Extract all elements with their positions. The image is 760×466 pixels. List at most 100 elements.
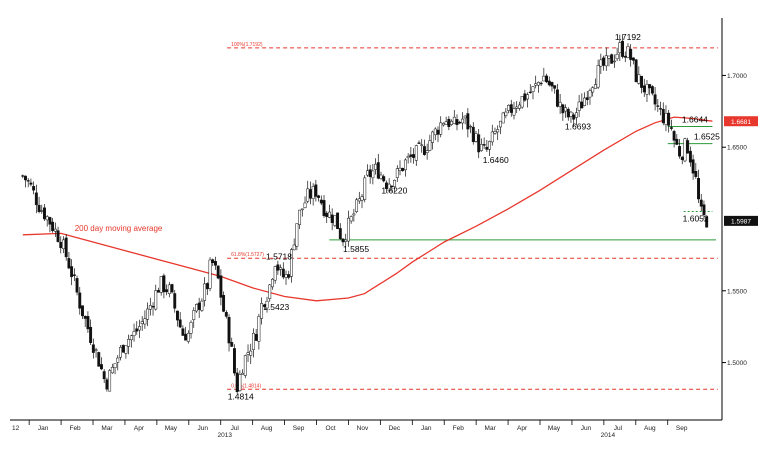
x-tick-label: Jan	[38, 425, 49, 432]
candle-body	[602, 57, 605, 66]
candle-body	[75, 278, 79, 293]
reference-line-label: 0.0%(1.4814)	[231, 383, 261, 389]
candle-body	[621, 40, 624, 57]
candle-body	[520, 96, 524, 108]
candle-body	[29, 182, 33, 185]
candle-body	[536, 81, 540, 86]
candle-body	[645, 83, 649, 95]
x-tick-label: Jun	[581, 425, 592, 432]
candle-body	[252, 332, 255, 350]
candle-body	[599, 59, 603, 67]
candle-body	[317, 195, 321, 198]
candle-body	[81, 305, 84, 317]
candle-body	[379, 174, 383, 179]
candle-body	[338, 228, 342, 240]
candle-body	[569, 111, 573, 117]
candle-body	[691, 159, 695, 174]
candle-body	[214, 261, 217, 266]
candle-body	[319, 199, 323, 204]
value-badge	[724, 215, 758, 226]
data-annotation: 1.7192	[615, 32, 641, 42]
candle-body	[45, 216, 49, 221]
candle-body	[479, 144, 483, 151]
candle-body	[596, 65, 600, 88]
candle-body	[699, 199, 703, 207]
candle-body	[376, 162, 380, 179]
value-badge-label: 1.5987	[731, 219, 751, 226]
candle-body	[450, 121, 454, 125]
candle-body	[72, 274, 76, 276]
candle-body	[330, 214, 334, 223]
candle-body	[105, 379, 109, 390]
candle-body	[314, 184, 318, 197]
candle-body	[127, 339, 131, 347]
candle-body	[623, 55, 627, 58]
candle-body	[208, 259, 212, 289]
data-annotation: 200 day moving average	[75, 224, 163, 233]
candle-body	[298, 209, 302, 225]
candle-body	[260, 303, 264, 319]
candle-body	[363, 177, 367, 200]
candle-body	[507, 104, 511, 111]
candle-body	[547, 80, 551, 86]
candle-body	[504, 111, 508, 116]
candle-body	[466, 113, 470, 130]
y-tick-label: 1.5000	[727, 360, 747, 367]
candle-body	[555, 89, 559, 107]
candle-body	[542, 75, 546, 82]
candle-body	[574, 112, 578, 118]
candle-body	[26, 180, 30, 182]
x-tick-label: Jul	[614, 425, 623, 432]
candle-body	[273, 266, 277, 281]
candle-body	[498, 120, 502, 128]
candle-body	[501, 112, 505, 124]
candle-body	[403, 159, 407, 171]
candle-body	[572, 114, 576, 120]
candle-body	[482, 144, 486, 146]
x-tick-label: Dec	[389, 425, 401, 432]
candle-body	[680, 156, 684, 160]
candle-body	[233, 348, 236, 374]
candle-body	[637, 74, 641, 84]
candle-body	[577, 101, 581, 111]
candle-body	[352, 213, 356, 216]
data-annotation: 1.6220	[381, 185, 407, 195]
candle-body	[488, 141, 492, 150]
candle-body	[43, 207, 46, 220]
candle-body	[444, 121, 448, 125]
candle-body	[178, 319, 182, 328]
data-annotation: 1.5855	[343, 244, 369, 254]
candle-body	[705, 216, 709, 228]
candle-body	[349, 216, 353, 222]
candle-body	[281, 268, 285, 278]
candle-body	[37, 204, 41, 212]
candle-body	[195, 303, 198, 312]
candle-body	[477, 134, 481, 153]
candle-body	[124, 345, 128, 354]
candle-body	[138, 326, 141, 331]
candle-body	[648, 84, 652, 89]
candle-body	[384, 182, 388, 189]
candle-body	[672, 131, 676, 141]
candle-body	[447, 118, 451, 127]
candle-body	[34, 192, 38, 206]
candle-body	[271, 278, 274, 288]
x-tick-label: Nov	[357, 425, 369, 432]
candle-body	[56, 230, 60, 242]
x-tick-label: Apr	[134, 425, 145, 432]
candle-body	[360, 196, 364, 201]
candle-body	[311, 186, 315, 199]
candle-body	[357, 198, 361, 202]
candle-body	[203, 283, 207, 301]
candle-body	[119, 347, 122, 358]
candle-body	[607, 55, 611, 59]
candle-body	[583, 97, 586, 106]
candle-body	[531, 86, 535, 92]
candle-body	[143, 318, 147, 325]
candle-body	[230, 342, 234, 347]
candle-body	[300, 208, 304, 211]
candle-body	[469, 125, 473, 128]
candle-body	[686, 140, 690, 154]
moving-average-line	[22, 116, 713, 302]
